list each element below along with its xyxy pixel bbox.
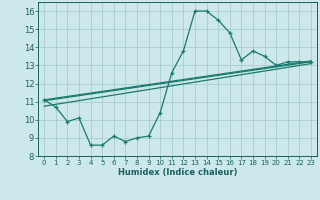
X-axis label: Humidex (Indice chaleur): Humidex (Indice chaleur)	[118, 168, 237, 177]
